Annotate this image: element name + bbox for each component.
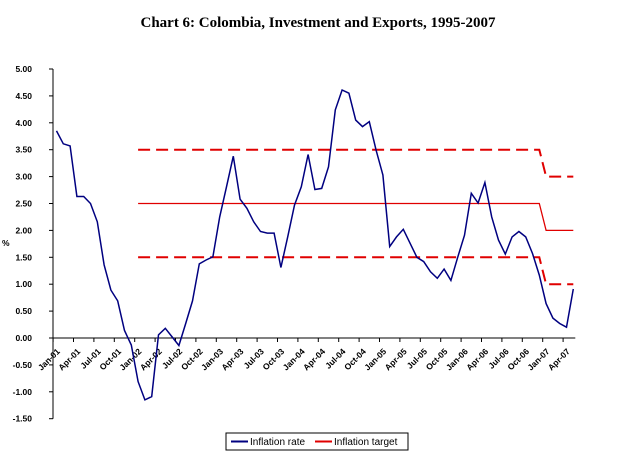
y-tick-label: 0.50 — [15, 306, 32, 316]
legend-label-inflation-rate: Inflation rate — [250, 437, 305, 448]
y-tick-label: -1.50 — [13, 414, 33, 424]
y-axis-label: % — [2, 238, 10, 248]
y-tick-label: 5.00 — [15, 64, 32, 74]
inflation-target-line — [138, 202, 574, 232]
target-band-line — [138, 256, 574, 286]
chart-title: Chart 6: Colombia, Investment and Export… — [140, 15, 496, 31]
x-tick-label: Apr-04 — [301, 346, 327, 372]
y-tick-label: 2.50 — [15, 199, 32, 209]
legend-label-inflation-target: Inflation target — [334, 437, 398, 448]
x-tick-label: Apr-05 — [383, 346, 409, 372]
x-tick-label: Apr-07 — [546, 346, 572, 372]
target-band-line — [138, 148, 574, 178]
legend: Inflation rate Inflation target — [225, 432, 409, 451]
y-tick-label: -1.00 — [13, 387, 33, 397]
y-tick-label: 2.00 — [15, 225, 32, 235]
y-tick-label: 0.00 — [15, 333, 32, 343]
y-tick-label: 1.50 — [15, 252, 32, 262]
y-tick-label: -0.50 — [13, 360, 33, 370]
y-tick-label: 3.00 — [15, 172, 32, 182]
x-tick-label: Apr-02 — [138, 346, 164, 372]
x-tick-label: Apr-06 — [464, 346, 490, 372]
y-tick-label: 4.00 — [15, 118, 32, 128]
y-tick-label: 3.50 — [15, 145, 32, 155]
y-tick-label: 4.50 — [15, 91, 32, 101]
x-tick-label: Apr-01 — [56, 346, 82, 372]
y-tick-label: 1.00 — [15, 279, 32, 289]
x-tick-label: Apr-03 — [219, 346, 245, 372]
